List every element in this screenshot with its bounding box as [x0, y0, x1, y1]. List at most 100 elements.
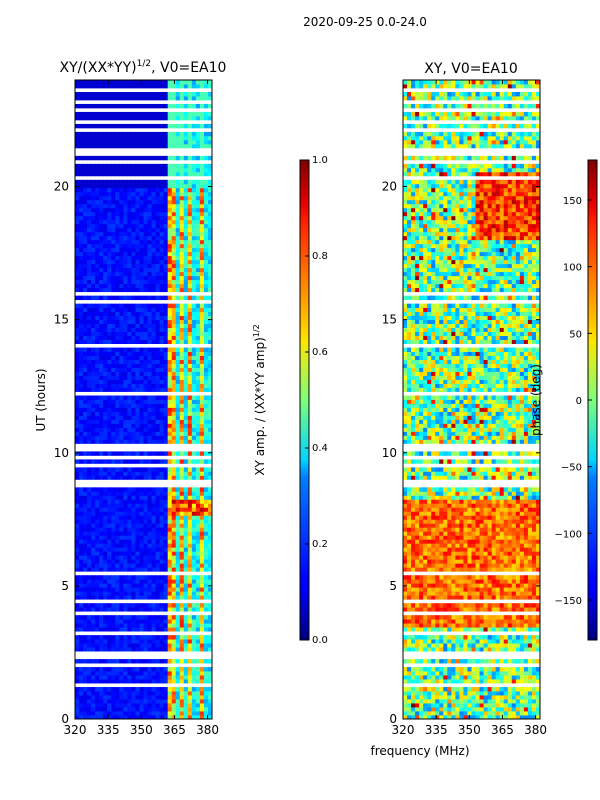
amplitude-cell — [91, 671, 96, 676]
amplitude-cell — [159, 187, 165, 193]
phase-cell — [495, 679, 501, 684]
amplitude-cell — [191, 615, 197, 620]
amplitude-cell — [175, 295, 181, 301]
amplitude-cell — [179, 311, 185, 317]
amplitude-cell — [191, 675, 197, 680]
amplitude-cell — [139, 487, 145, 492]
amplitude-cell — [151, 303, 157, 309]
amplitude-cell — [195, 523, 201, 528]
amplitude-cell — [175, 83, 181, 89]
amplitude-cell — [151, 235, 157, 241]
amplitude-cell — [119, 403, 124, 408]
amplitude-cell — [159, 519, 165, 524]
amplitude-cell — [123, 351, 128, 356]
colorbar-tick-label: 0.4 — [312, 443, 328, 454]
amplitude-cell — [175, 695, 181, 700]
amplitude-cell — [207, 387, 212, 392]
amplitude-cell — [163, 671, 169, 676]
amplitude-cell — [143, 559, 149, 564]
amplitude-cell — [151, 219, 157, 225]
amplitude-cell — [143, 363, 149, 368]
amplitude-cell — [107, 535, 112, 540]
phase-cell — [495, 711, 501, 716]
phase-cell — [503, 675, 509, 680]
amplitude-cell — [131, 715, 137, 719]
amplitude-cell — [79, 407, 84, 412]
amplitude-cell — [195, 467, 201, 472]
amplitude-cell — [147, 387, 153, 392]
amplitude-cell — [147, 191, 153, 197]
amplitude-cell — [107, 315, 112, 321]
amplitude-cell — [103, 271, 108, 277]
amplitude-cell — [175, 335, 181, 340]
amplitude-cell — [103, 287, 108, 293]
amplitude-cell — [171, 379, 177, 384]
amplitude-cell — [103, 275, 108, 281]
amplitude-cell — [123, 639, 128, 644]
amplitude-cell — [115, 519, 120, 524]
amplitude-cell — [87, 659, 92, 664]
phase-cell — [467, 667, 473, 672]
amplitude-cell — [155, 335, 161, 340]
amplitude-cell — [143, 499, 149, 504]
amplitude-cell — [99, 643, 104, 648]
amplitude-cell — [131, 263, 137, 269]
phase-cell — [439, 715, 444, 719]
amplitude-cell — [87, 227, 92, 233]
amplitude-cell — [79, 235, 84, 241]
amplitude-cell — [167, 399, 173, 404]
amplitude-cell — [95, 587, 100, 592]
amplitude-cell — [75, 123, 80, 129]
amplitude-cell — [79, 675, 84, 680]
amplitude-cell — [195, 439, 201, 444]
amplitude-cell — [127, 459, 133, 464]
amplitude-cell — [87, 459, 92, 464]
amplitude-cell — [75, 331, 80, 336]
amplitude-cell — [203, 495, 209, 500]
amplitude-cell — [191, 475, 197, 480]
amplitude-cell — [159, 439, 165, 444]
amplitude-cell — [179, 627, 185, 632]
amplitude-cell — [75, 667, 80, 672]
amplitude-cell — [175, 115, 181, 121]
amplitude-cell — [187, 591, 193, 596]
amplitude-cell — [191, 563, 197, 568]
amplitude-cell — [179, 123, 185, 129]
amplitude-cell — [79, 659, 84, 664]
amplitude-cell — [143, 507, 149, 512]
amplitude-cell — [159, 307, 165, 313]
amplitude-cell — [199, 80, 205, 85]
phase-cell — [455, 699, 461, 704]
amplitude-cell — [167, 595, 173, 600]
amplitude-cell — [203, 131, 209, 137]
amplitude-cell — [179, 407, 185, 412]
phase-cell — [515, 703, 521, 708]
amplitude-cell — [75, 495, 80, 500]
amplitude-cell — [107, 287, 112, 293]
amplitude-cell — [99, 207, 104, 213]
phase-cell — [423, 659, 428, 664]
amplitude-cell — [135, 163, 141, 169]
amplitude-cell — [99, 715, 104, 719]
amplitude-cell — [83, 279, 88, 285]
amplitude-cell — [151, 307, 157, 313]
amplitude-cell — [195, 219, 201, 225]
amplitude-cell — [123, 551, 128, 556]
phase-cell — [423, 687, 428, 692]
amplitude-cell — [95, 271, 100, 277]
amplitude-cell — [111, 623, 116, 628]
amplitude-cell — [95, 439, 100, 444]
amplitude-cell — [115, 643, 120, 648]
amplitude-cell — [203, 591, 209, 596]
amplitude-cell — [147, 515, 153, 520]
amplitude-cell — [131, 371, 137, 376]
amplitude-cell — [119, 331, 124, 336]
amplitude-cell — [139, 135, 145, 141]
phase-cell — [423, 703, 428, 708]
amplitude-cell — [199, 603, 205, 608]
amplitude-cell — [127, 423, 133, 428]
amplitude-cell — [119, 679, 124, 684]
amplitude-cell — [135, 335, 141, 340]
amplitude-cell — [175, 163, 181, 169]
amplitude-cell — [163, 91, 169, 97]
